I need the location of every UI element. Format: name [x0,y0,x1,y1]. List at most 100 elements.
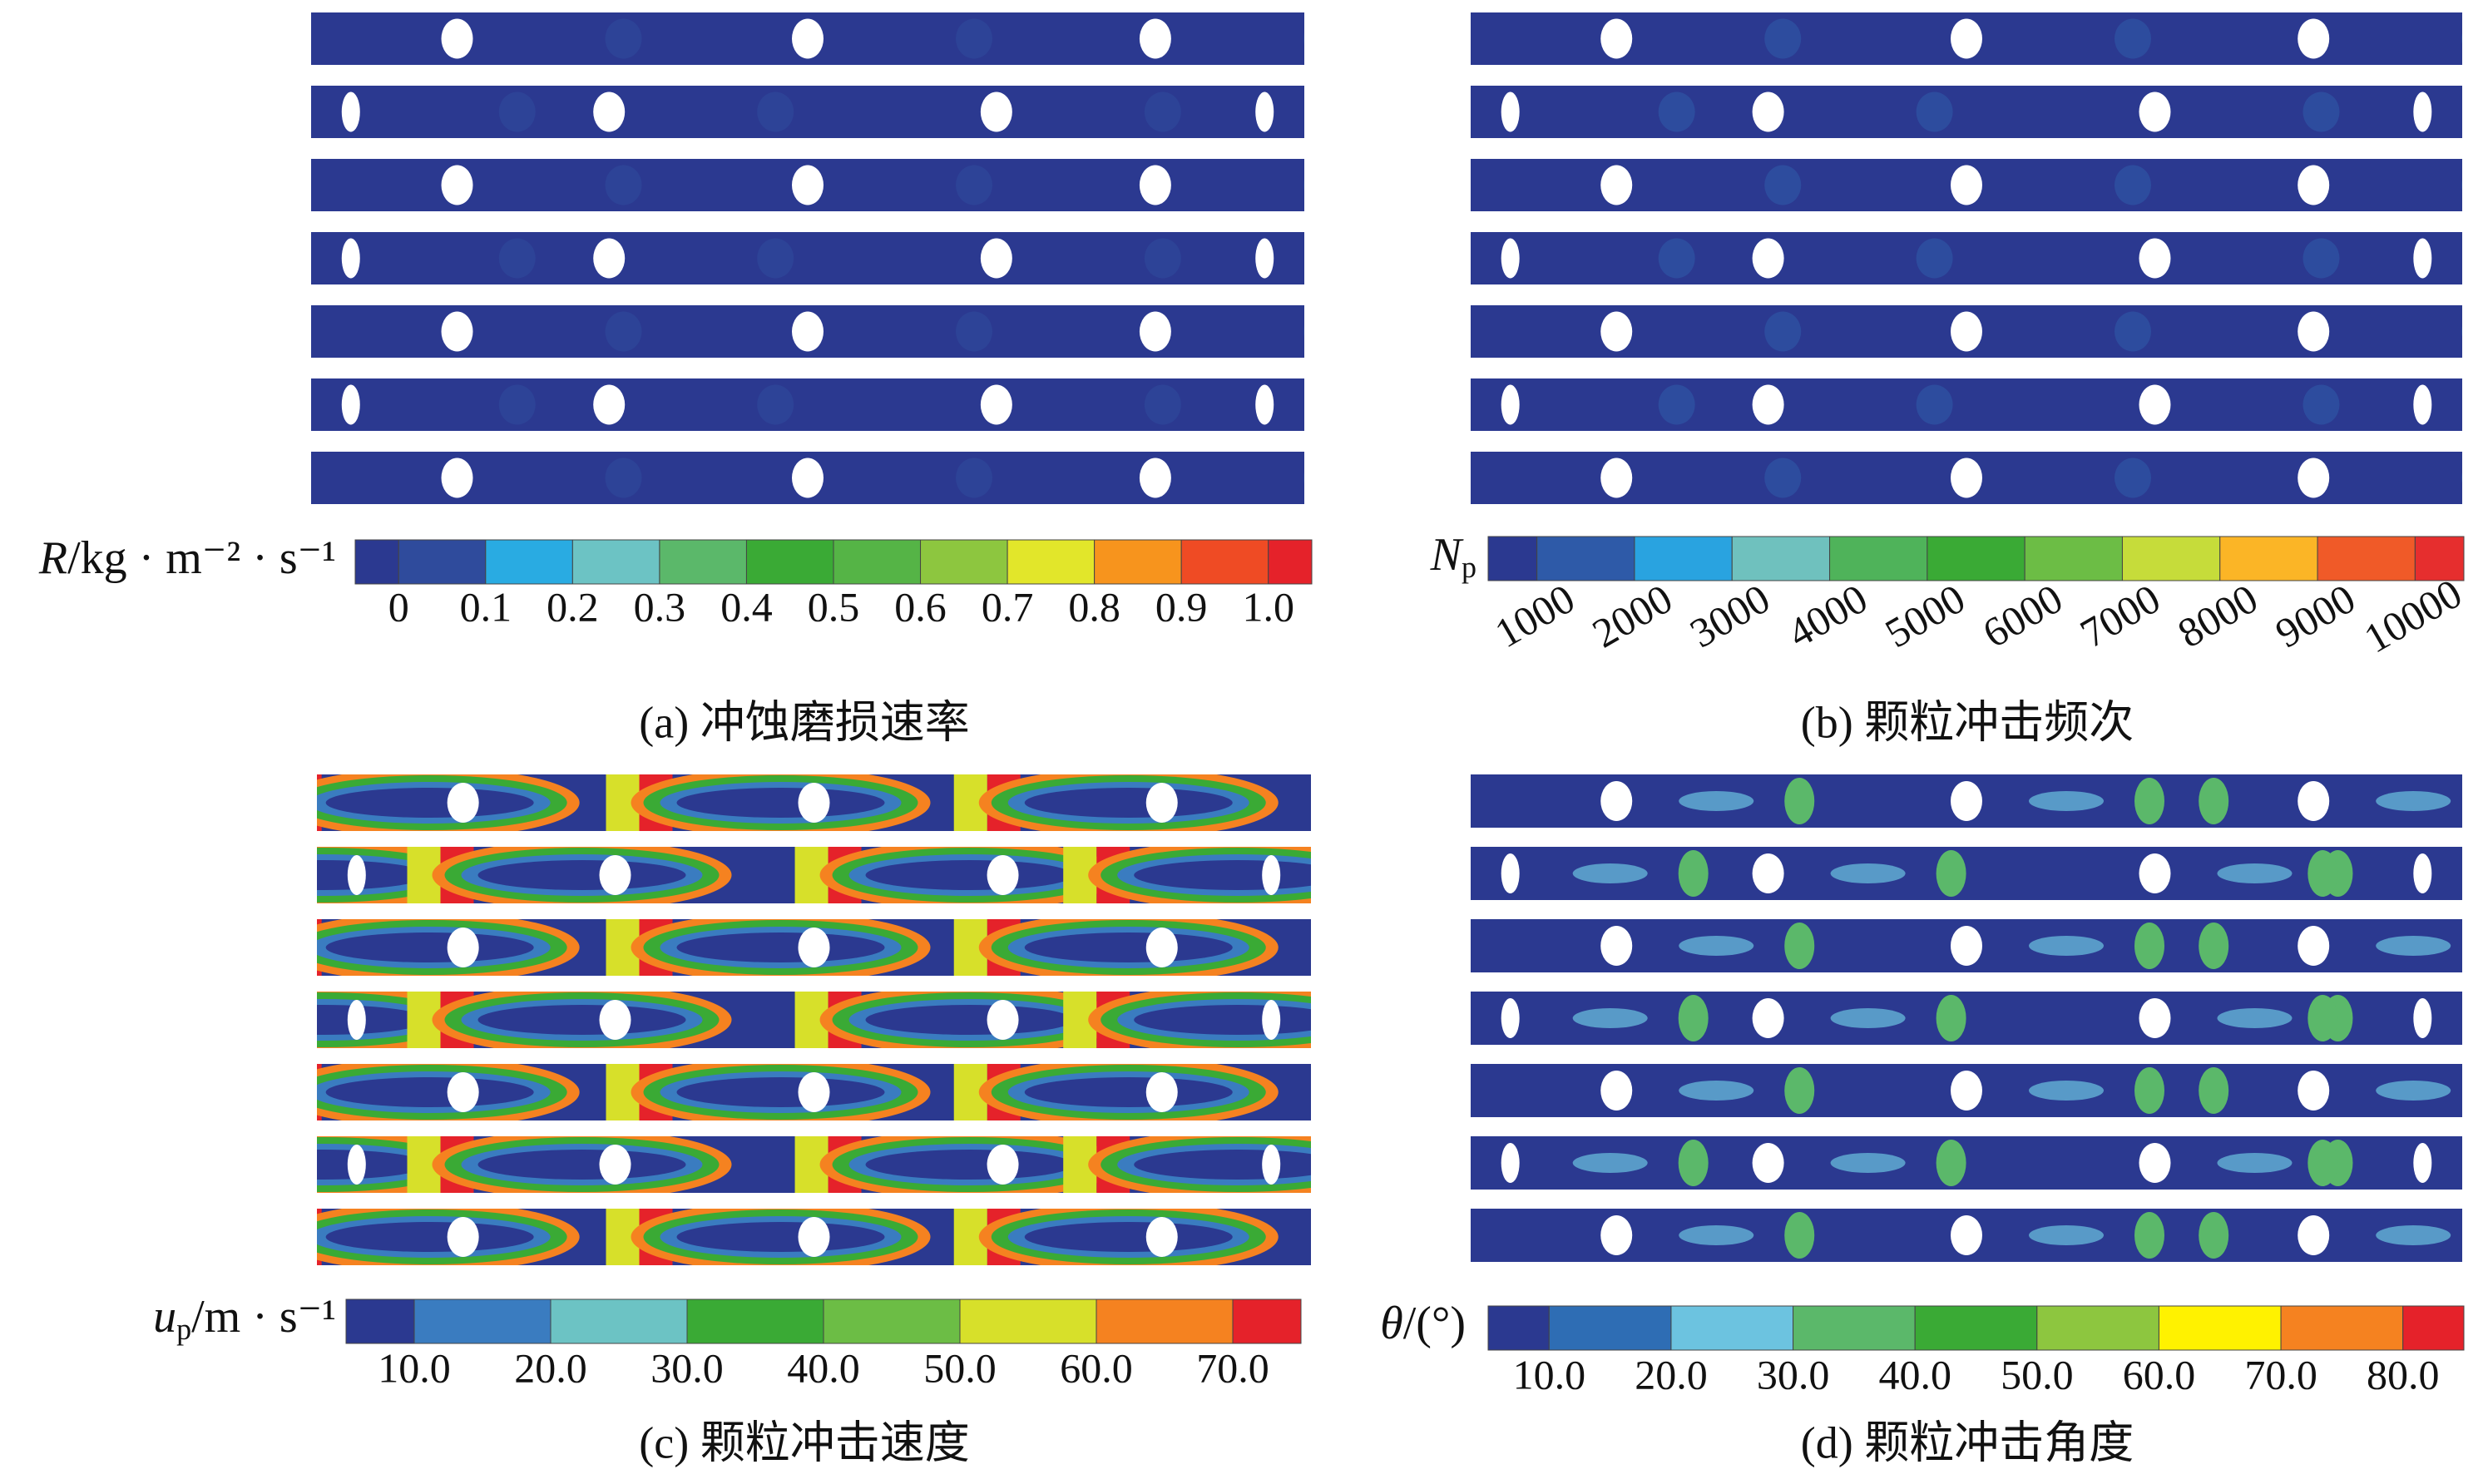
contour-ring [325,1222,534,1252]
contour-spot [1678,1140,1709,1186]
strip-background [1471,86,2462,138]
label-subscript: p [1462,551,1476,584]
hole [1145,1072,1178,1112]
hole [1501,92,1520,132]
hole [798,1072,830,1112]
contour-strip [1471,159,2462,211]
hole [2139,853,2171,893]
colorbar-tick-label: 0.1 [460,583,512,630]
contour-spot [2376,936,2451,956]
contour-ring [1024,1077,1233,1107]
contour-spot [1412,385,1449,425]
contour-strip [1471,847,2488,900]
contour-spot [2134,923,2164,969]
contour-ring [676,1077,885,1107]
colorbar-segment [1094,539,1182,585]
contour-spot [1303,472,1304,484]
hole [980,384,1012,425]
colorbar-tick-label: 7000 [2072,575,2168,656]
colorbar-segment [833,539,922,585]
contour-spot [1144,384,1181,425]
contour-ring [1024,1222,1233,1252]
hole [2298,458,2330,498]
contour-ring [1134,860,1311,890]
colorbar-segment [345,1298,415,1344]
contour-spot [757,238,794,279]
contour-spot [2485,863,2488,883]
hole [1262,1145,1281,1185]
colorbar-segment [686,1298,824,1344]
contour-spot [2199,778,2229,824]
contour-spot [2307,995,2338,1041]
hole [341,384,360,425]
hole [1600,18,1633,59]
colorbar-segment [1180,539,1269,585]
contour-strip [311,378,1449,431]
contour-ring [676,1222,885,1252]
hole [1951,1215,1982,1255]
contour-band [182,1136,215,1193]
hole [987,1145,1019,1185]
contour-band [255,919,289,976]
hole [1951,458,1982,498]
hole [2413,92,2432,132]
contour-spot [1764,165,1802,205]
strip-background [311,378,1304,431]
contour-spot [2029,1225,2104,1245]
contour-strip [1471,774,2462,828]
hole [1600,1215,1633,1255]
colorbar-tick-label: 50.0 [2001,1351,2074,1397]
contour-spot [1144,92,1181,132]
contour-strip [1471,12,2462,65]
hole [347,1000,366,1040]
hole [347,855,366,895]
hole [987,855,1019,895]
contour-strip [1471,232,2462,284]
hole [2413,853,2432,893]
colorbar-tick-label: 9000 [2268,575,2363,656]
hole [447,1072,479,1112]
contour-strip [1471,919,2462,972]
colorbar-segment [745,539,834,585]
contour-band [255,774,289,831]
label-unit: /(°) [1403,1298,1466,1349]
caption: (d) 颗粒冲击角度 [1801,1417,2134,1467]
colorbar-tick-label: 1000 [1487,575,1583,656]
contour-spot [1678,995,1709,1041]
colorbar-tick-label: 0.6 [894,583,947,630]
colorbar-segment [1829,536,1928,581]
hole [1600,1071,1633,1111]
hole [792,165,824,205]
caption: (b) 颗粒冲击频次 [1801,697,2134,747]
contour-ring [477,1150,686,1180]
hole [441,311,473,352]
colorbar-label: Np [1430,529,1476,584]
hole [593,238,626,279]
colorbar-segment [2024,536,2123,581]
contour-spot [757,92,794,132]
contour-spot [1572,1153,1648,1173]
contour-strip [311,159,1304,211]
hole [2413,384,2432,425]
contour-ring [317,860,428,890]
contour-strip [311,232,1304,284]
colorbar-tick-label: 0.3 [634,583,686,630]
hole [1600,311,1633,352]
hole [599,1145,631,1185]
contour-strip [317,1209,1311,1265]
contour-spot [2376,1081,2451,1101]
contour-spot [1830,863,1906,883]
contour-spot [2115,18,2151,59]
colorbar-tick-label: 5000 [1877,575,1973,656]
contour-strip [1471,1209,2462,1262]
colorbar-segment [1634,536,1733,581]
contour-strip [1471,992,2462,1045]
hole [2413,238,2432,279]
contour-spot [605,311,642,352]
colorbar-tick-label: 0.8 [1068,583,1120,630]
colorbar-segment [2158,1305,2282,1351]
colorbar-segment [1731,536,1831,581]
colorbar-segment [2121,536,2221,581]
colorbar-tick-label: 0.2 [547,583,599,630]
